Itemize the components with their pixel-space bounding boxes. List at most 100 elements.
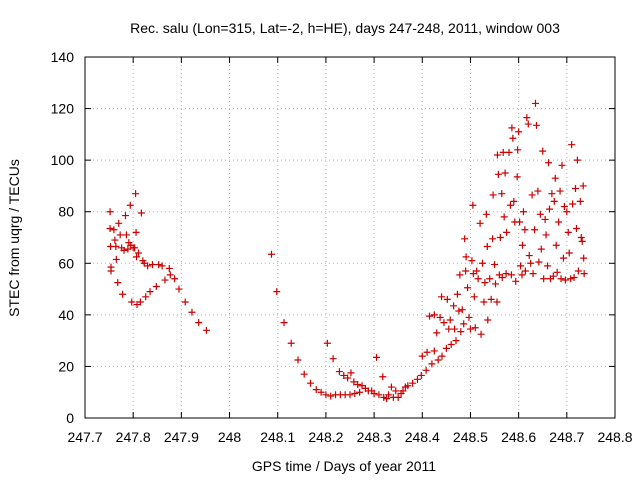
data-point bbox=[539, 147, 547, 155]
data-point bbox=[491, 261, 499, 269]
data-point bbox=[550, 197, 558, 205]
data-point bbox=[567, 275, 575, 283]
data-point bbox=[476, 219, 484, 227]
data-point bbox=[111, 236, 119, 244]
data-point bbox=[500, 213, 508, 221]
data-point bbox=[132, 228, 140, 236]
data-point bbox=[417, 371, 425, 379]
data-point bbox=[166, 271, 174, 279]
data-point bbox=[534, 187, 542, 195]
data-point bbox=[565, 249, 573, 257]
data-point bbox=[569, 200, 577, 208]
data-point bbox=[106, 208, 114, 216]
data-point bbox=[122, 231, 130, 239]
data-point bbox=[423, 348, 431, 356]
data-point bbox=[509, 134, 517, 142]
data-point bbox=[126, 201, 134, 209]
data-point bbox=[413, 375, 421, 383]
data-point bbox=[579, 182, 587, 190]
data-point bbox=[529, 270, 537, 278]
data-point bbox=[120, 246, 128, 254]
data-point bbox=[306, 379, 314, 387]
data-point bbox=[481, 279, 489, 287]
data-point bbox=[323, 339, 331, 347]
data-point bbox=[482, 210, 490, 218]
data-point bbox=[462, 267, 470, 275]
data-point bbox=[468, 257, 476, 265]
data-point bbox=[470, 293, 478, 301]
data-point bbox=[553, 268, 561, 276]
data-point bbox=[137, 209, 145, 217]
y-tick-label: 140 bbox=[51, 49, 75, 65]
data-point bbox=[346, 391, 354, 399]
data-point bbox=[383, 395, 391, 403]
data-point bbox=[440, 319, 448, 327]
data-point bbox=[580, 270, 588, 278]
data-point bbox=[385, 391, 393, 399]
data-point bbox=[571, 185, 579, 193]
data-point bbox=[161, 276, 169, 284]
data-point bbox=[510, 197, 518, 205]
data-point bbox=[188, 308, 196, 316]
data-point bbox=[446, 316, 454, 324]
data-point bbox=[516, 218, 524, 226]
data-point bbox=[426, 312, 433, 320]
data-point bbox=[574, 267, 582, 275]
data-point bbox=[489, 191, 497, 199]
data-point bbox=[335, 368, 343, 376]
data-point bbox=[373, 353, 380, 361]
y-tick-label: 80 bbox=[58, 204, 74, 220]
x-tick-label: 248.8 bbox=[597, 429, 632, 445]
data-point bbox=[523, 114, 531, 122]
data-point bbox=[493, 298, 501, 306]
data-point bbox=[387, 383, 395, 391]
data-point bbox=[443, 295, 451, 303]
data-point bbox=[498, 273, 506, 281]
data-point bbox=[195, 319, 203, 327]
data-point bbox=[452, 337, 460, 345]
data-points bbox=[106, 99, 588, 403]
data-point bbox=[570, 273, 578, 281]
data-point bbox=[329, 355, 337, 363]
data-point bbox=[354, 380, 362, 388]
data-point bbox=[171, 275, 179, 283]
data-point bbox=[451, 325, 459, 333]
data-point bbox=[524, 120, 532, 128]
data-point bbox=[515, 128, 523, 136]
data-point bbox=[430, 311, 438, 319]
y-tick-label: 100 bbox=[51, 152, 75, 168]
data-point bbox=[148, 261, 156, 269]
data-point bbox=[498, 190, 506, 198]
data-point bbox=[521, 226, 529, 234]
data-point bbox=[317, 388, 325, 396]
data-point bbox=[181, 298, 189, 306]
data-point bbox=[175, 285, 183, 293]
x-tick-label: 247.9 bbox=[164, 429, 199, 445]
data-point bbox=[436, 313, 444, 321]
data-point bbox=[514, 146, 522, 154]
data-point bbox=[114, 279, 122, 287]
data-point bbox=[474, 275, 482, 283]
data-point bbox=[541, 215, 549, 223]
data-point bbox=[537, 245, 545, 253]
data-point bbox=[502, 270, 510, 278]
data-point bbox=[493, 151, 501, 159]
data-point bbox=[466, 325, 474, 333]
data-point bbox=[438, 293, 446, 301]
data-point bbox=[473, 267, 481, 275]
x-axis-label: GPS time / Days of year 2011 bbox=[252, 458, 436, 474]
data-point bbox=[458, 306, 466, 314]
data-point bbox=[507, 271, 515, 279]
data-point bbox=[527, 259, 535, 267]
data-point bbox=[528, 191, 536, 199]
data-point bbox=[447, 341, 455, 349]
data-point bbox=[379, 373, 387, 381]
data-point bbox=[508, 124, 516, 132]
data-point bbox=[124, 245, 132, 253]
data-point bbox=[480, 298, 488, 306]
data-point bbox=[532, 121, 540, 129]
data-point bbox=[503, 228, 511, 236]
data-point bbox=[518, 241, 526, 249]
data-point bbox=[545, 159, 553, 167]
